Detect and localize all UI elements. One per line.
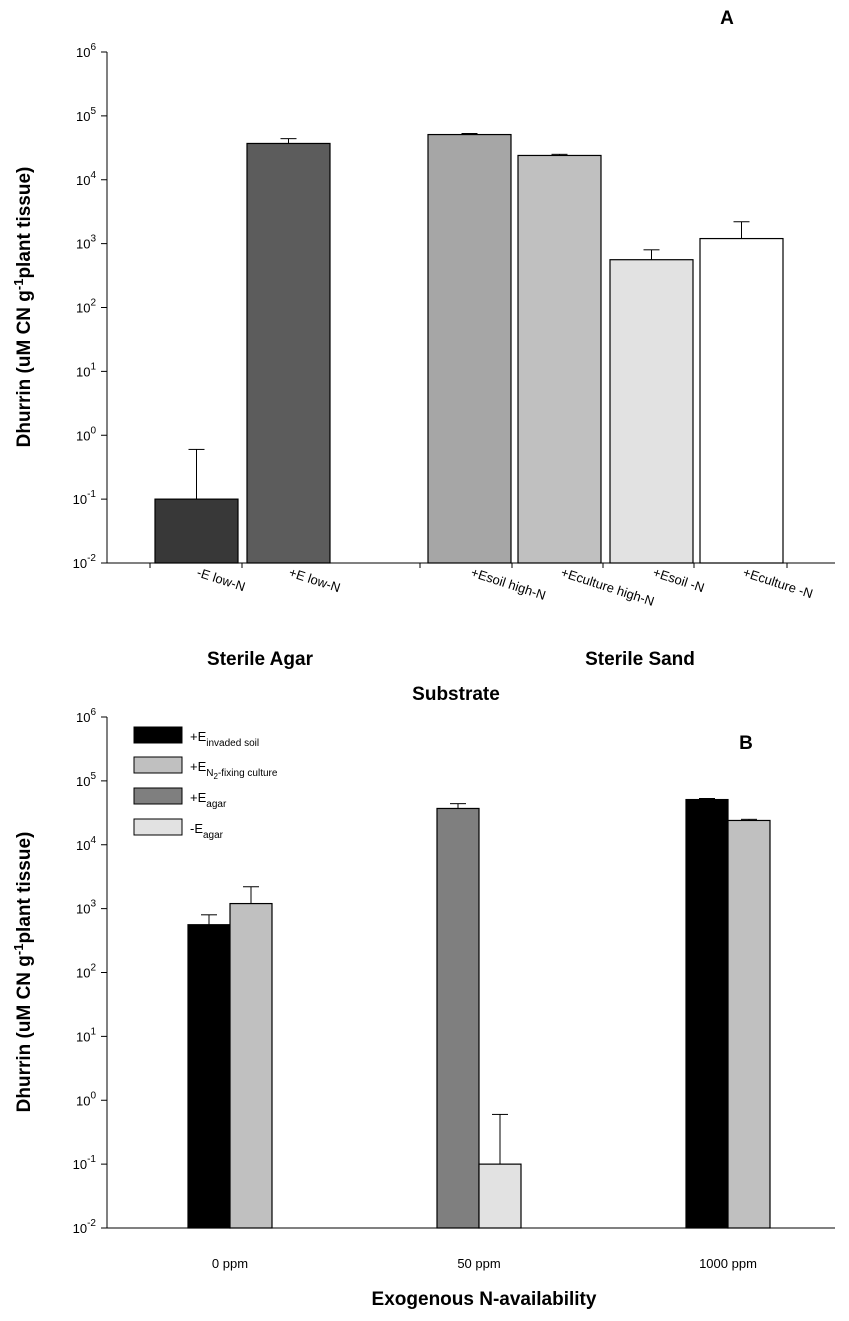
bar [478,1163,522,1229]
legend-swatch [133,726,183,744]
bar [187,924,231,1229]
bar [727,819,771,1229]
y-tick-label: 10-1 [73,1154,97,1172]
panel-a-chart: 10-2 10-1 100 101 102 103 104 105 106 Dhurrin (uM… [11,8,835,705]
category-label: +Esoil high-N [469,565,548,603]
category-label: +Esoil -N [651,565,706,596]
bar [436,807,480,1229]
y-tick-label: 101 [76,361,96,379]
legend-entry: +Eagar [190,790,227,810]
y-tick-label: 10-1 [73,489,97,507]
y-tick-label: 101 [76,1026,96,1044]
y-tick-label: 10-2 [73,1218,97,1236]
bar [229,902,273,1229]
y-tick-label: 102 [76,963,96,981]
x-axis-title: Substrate [412,684,500,705]
panel-label: A [720,8,734,29]
bar [154,498,239,564]
y-tick-label: 100 [76,425,96,443]
bar [517,154,602,564]
bar [699,237,784,564]
y-tick-label: 106 [76,42,96,60]
group-label: Sterile Agar [207,649,314,670]
y-tick-label: 103 [76,899,96,917]
category-label: +Eculture high-N [559,565,656,609]
y-tick-label: 105 [76,771,96,789]
x-axis-title: Exogenous N-availability [372,1289,597,1310]
legend: +Einvaded soil+EN2-fixing culture+Eagar … [133,726,278,841]
legend-entry: +Einvaded soil [190,729,259,749]
legend-swatch [133,787,183,805]
category-label: +E low-N [287,565,342,596]
category-label: +Eculture -N [741,565,815,602]
y-tick-label: 106 [76,707,96,725]
y-tick-label: 104 [76,835,96,853]
category-label: -E low-N [195,565,247,595]
category-label: 0 ppm [212,1256,248,1271]
y-axis-title: Dhurrin (uM CN g-1plant tissue) [11,832,35,1113]
bar [685,798,729,1229]
legend-swatch [133,756,183,774]
panel-label: B [739,733,753,754]
y-tick-label: 104 [76,170,96,188]
y-tick-label: 103 [76,234,96,252]
bar [609,259,694,564]
y-axis-title: Dhurrin (uM CN g-1plant tissue) [11,167,35,448]
y-tick-label: 100 [76,1090,96,1108]
y-tick-label: 105 [76,106,96,124]
panel-b-chart: 10-2 10-1 100 101 102 103 104 105 106 Dhurrin (uM… [11,707,835,1310]
y-tick-label: 102 [76,298,96,316]
category-label: 1000 ppm [699,1256,757,1271]
bar [427,133,512,564]
category-label: 50 ppm [457,1256,500,1271]
group-label: Sterile Sand [585,649,695,670]
legend-entry: +EN2-fixing culture [190,759,278,781]
y-tick-label: 10-2 [73,553,97,571]
bar [246,142,331,564]
legend-swatch [133,818,183,836]
legend-entry: -Eagar [190,821,224,841]
